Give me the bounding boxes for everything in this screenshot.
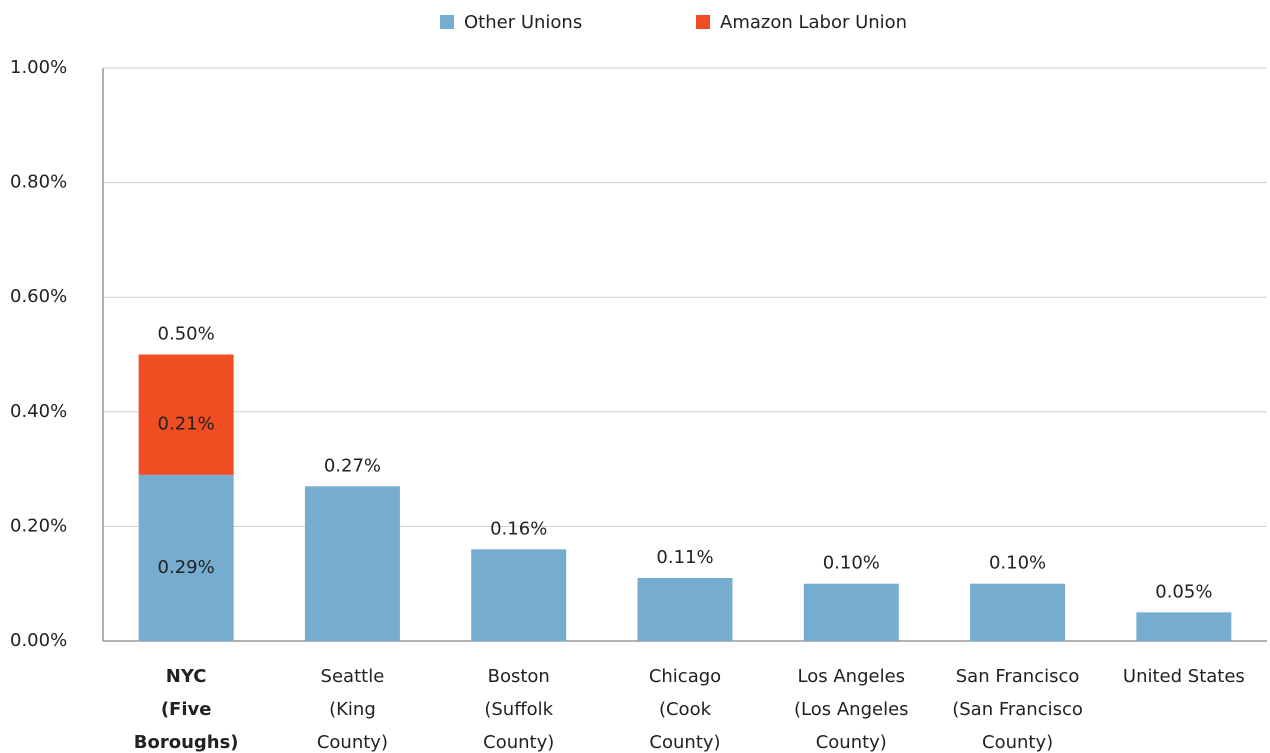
x-tick-label: NYC — [166, 666, 207, 687]
x-tick-label: Boroughs) — [134, 732, 239, 753]
bar-segment — [970, 583, 1066, 641]
segment-label: 0.29% — [158, 557, 215, 578]
legend-swatch — [696, 15, 710, 29]
x-tick-label: (Los Angeles — [794, 699, 909, 720]
total-label: 0.27% — [324, 455, 381, 476]
y-tick-label: 0.20% — [10, 515, 67, 536]
y-tick-label: 0.60% — [10, 286, 67, 307]
x-tick-label: County) — [317, 732, 388, 753]
x-tick-label: (San Francisco — [952, 699, 1083, 720]
x-tick-label: San Francisco — [956, 666, 1080, 687]
legend-label: Other Unions — [464, 12, 582, 33]
bar-segment — [304, 486, 400, 641]
x-tick-label: County) — [982, 732, 1053, 753]
total-label: 0.50% — [158, 324, 215, 345]
x-tick-label: Chicago — [649, 666, 721, 687]
segment-label: 0.21% — [158, 414, 215, 435]
total-label: 0.10% — [823, 553, 880, 574]
x-tick-label: (Suffolk — [484, 699, 553, 720]
x-tick-label: Seattle — [321, 666, 385, 687]
y-tick-label: 0.00% — [10, 630, 67, 651]
total-label: 0.11% — [656, 547, 713, 568]
y-tick-label: 0.40% — [10, 401, 67, 422]
legend-label: Amazon Labor Union — [720, 12, 907, 33]
x-tick-label: County) — [816, 732, 887, 753]
total-label: 0.10% — [989, 553, 1046, 574]
bar-segment — [1136, 612, 1232, 641]
x-tick-label: Los Angeles — [798, 666, 906, 687]
x-tick-label: United States — [1123, 666, 1245, 687]
x-tick-label: County) — [649, 732, 720, 753]
bar-segment — [803, 583, 899, 641]
x-tick-label: (King — [329, 699, 376, 720]
bar-segment — [637, 577, 733, 641]
total-label: 0.05% — [1155, 581, 1212, 602]
x-tick-label: County) — [483, 732, 554, 753]
x-tick-label: (Five — [161, 699, 212, 720]
bar-segment — [138, 354, 234, 475]
y-tick-label: 1.00% — [10, 57, 67, 78]
bar-segment — [471, 549, 567, 641]
bar-segment — [138, 474, 234, 641]
y-tick-label: 0.80% — [10, 172, 67, 193]
total-label: 0.16% — [490, 518, 547, 539]
x-tick-label: Boston — [488, 666, 550, 687]
legend-swatch — [440, 15, 454, 29]
x-tick-label: (Cook — [659, 699, 712, 720]
